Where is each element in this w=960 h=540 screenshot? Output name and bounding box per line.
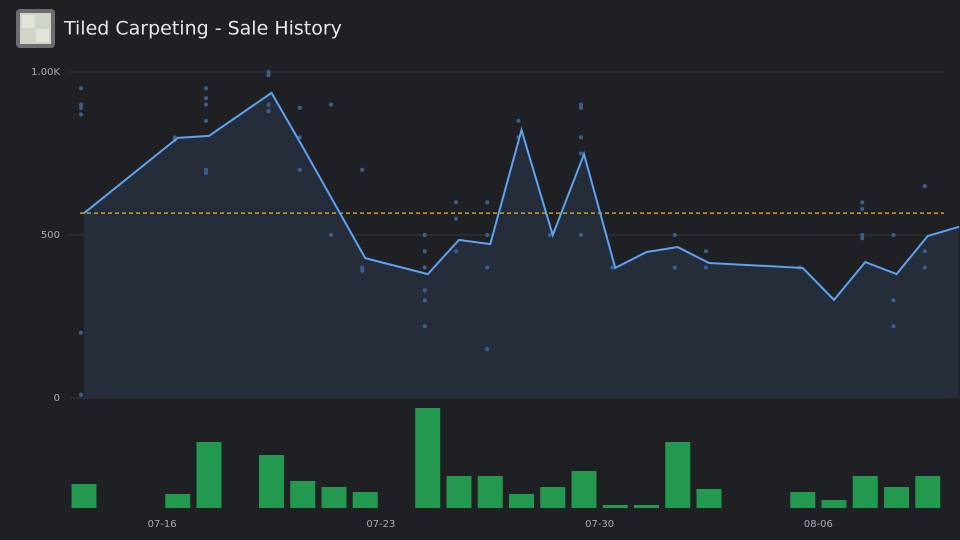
sale-point <box>360 265 365 270</box>
volume-bar <box>821 500 847 508</box>
y-tick-label: 500 <box>41 230 60 241</box>
sale-point <box>422 288 427 293</box>
volume-bar <box>352 492 378 508</box>
volume-bar <box>696 489 722 508</box>
volume-bar <box>71 484 97 508</box>
page-title: Tiled Carpeting - Sale History <box>63 18 342 40</box>
chart: 0 500 1.00K 07-16 07-23 07-30 08-06 <box>31 67 960 530</box>
sale-point <box>485 233 490 237</box>
price-line <box>83 91 960 302</box>
volume-bar <box>915 476 941 508</box>
sale-point <box>922 265 927 270</box>
sale-point <box>422 265 427 270</box>
y-tick-label: 0 <box>54 393 60 404</box>
sale-point <box>79 105 83 110</box>
item-icon <box>16 9 55 48</box>
sale-point <box>422 324 427 329</box>
volume-bar <box>477 476 503 508</box>
sale-point <box>672 233 677 237</box>
sale-point <box>672 265 677 270</box>
sale-point <box>579 102 583 107</box>
sale-point <box>204 167 208 172</box>
sale-point <box>329 102 333 107</box>
sale-point <box>329 233 333 237</box>
y-tick-label: 1.00K <box>31 67 60 78</box>
sale-point <box>266 102 271 107</box>
sale-point <box>79 330 83 335</box>
volume-bar <box>196 442 222 508</box>
sale-point <box>579 233 583 237</box>
x-tick-label: 07-23 <box>366 519 395 530</box>
sale-point <box>454 200 458 205</box>
volume-bar <box>509 494 534 508</box>
volume-bar <box>415 408 441 508</box>
sale-point <box>891 324 896 329</box>
sale-point <box>204 118 208 123</box>
sale-point <box>204 96 208 101</box>
volume-bar <box>165 494 191 508</box>
sale-point <box>266 70 271 74</box>
sale-point <box>516 118 521 123</box>
sale-point <box>204 171 208 176</box>
volume-bar <box>446 476 472 508</box>
sale-point <box>579 135 583 140</box>
sale-point <box>922 249 927 254</box>
sale-point <box>485 265 490 270</box>
x-tick-label: 07-30 <box>585 519 614 530</box>
sale-point <box>454 249 458 254</box>
volume-bar <box>884 487 909 508</box>
volume-bar <box>852 476 878 508</box>
sale-point <box>579 151 583 156</box>
sale-point <box>922 184 927 189</box>
sale-point <box>204 86 208 91</box>
sale-point <box>297 105 302 110</box>
sale-point <box>79 112 83 117</box>
sale-point <box>422 298 427 303</box>
x-tick-label: 07-16 <box>148 519 177 530</box>
sale-point <box>360 268 365 273</box>
volume-bar <box>602 505 628 508</box>
volume-bar <box>790 492 816 508</box>
sale-point <box>204 102 208 107</box>
volume-bar <box>634 505 659 508</box>
sale-point <box>422 233 427 237</box>
sale-point <box>485 347 490 352</box>
volume-bar <box>321 487 347 508</box>
sale-point <box>860 200 865 205</box>
sale-point <box>454 216 458 221</box>
sale-point <box>891 298 896 303</box>
volume-bar <box>259 455 284 508</box>
sale-point <box>547 233 552 237</box>
volume-bar <box>540 487 566 508</box>
volume-bar <box>290 481 316 508</box>
volume-bar <box>571 471 597 508</box>
price-area <box>84 92 959 398</box>
sale-point <box>891 233 896 237</box>
sale-point <box>266 73 271 78</box>
sale-point <box>860 236 865 241</box>
sale-point <box>610 265 615 270</box>
sale-point <box>422 249 427 254</box>
sale-point <box>360 167 365 172</box>
sale-point <box>860 206 865 211</box>
sale-point <box>79 102 83 107</box>
sale-point <box>79 86 83 91</box>
sale-point <box>860 233 865 237</box>
sale-point <box>704 265 708 270</box>
sale-point <box>266 109 271 114</box>
x-tick-label: 08-06 <box>804 519 833 530</box>
sale-point <box>79 392 83 397</box>
sale-point <box>704 249 708 254</box>
sale-point <box>579 105 583 110</box>
volume-bar <box>665 442 691 508</box>
sale-point <box>485 200 490 205</box>
sale-point <box>297 167 302 172</box>
